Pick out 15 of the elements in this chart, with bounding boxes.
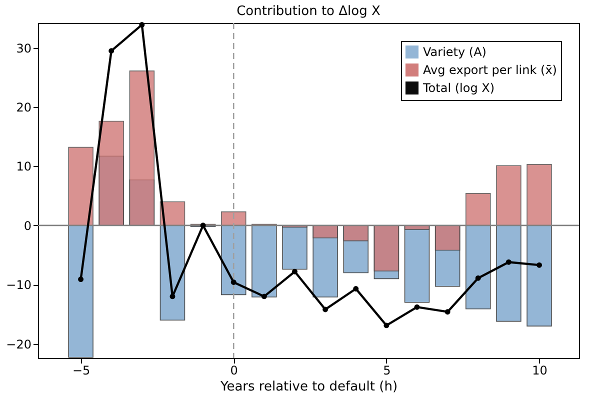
x-axis-title: Years relative to default (h) bbox=[219, 380, 398, 394]
x-tick-label: 5 bbox=[383, 364, 391, 378]
y-tick-label: −10 bbox=[6, 278, 32, 292]
y-tick-label: 10 bbox=[16, 160, 32, 174]
x-tick-label: −5 bbox=[72, 364, 90, 378]
x-tick-label: 0 bbox=[230, 364, 238, 378]
y-tick-label: 20 bbox=[16, 100, 32, 115]
y-tick-label: 0 bbox=[24, 218, 32, 233]
y-tick-label: −20 bbox=[6, 337, 32, 352]
legend-label: Total (log X) bbox=[422, 81, 495, 95]
legend-label: Variety (A) bbox=[423, 45, 486, 59]
chart-title: Contribution to Δlog X bbox=[236, 4, 380, 20]
legend-label: Avg export per link (x̄) bbox=[423, 63, 557, 77]
x-tick-label: 10 bbox=[532, 364, 548, 378]
y-tick-label: 30 bbox=[16, 41, 32, 56]
